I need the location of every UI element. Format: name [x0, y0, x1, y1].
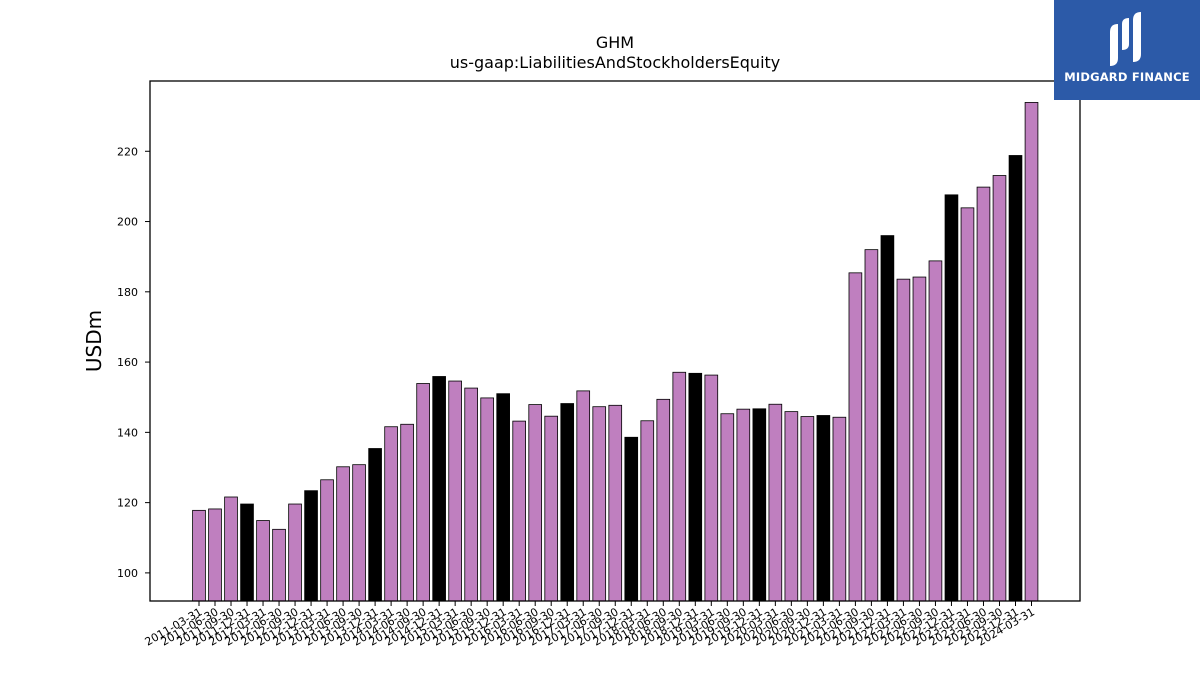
y-tick-label: 140 — [117, 426, 138, 439]
bar-2021-03-31 — [832, 416, 847, 602]
bars-group — [192, 102, 1039, 602]
bar-2018-09-30 — [672, 371, 687, 602]
bar-2011-03-31 — [192, 509, 206, 602]
bar-2015-03-31 — [448, 380, 462, 602]
bar-2022-06-30 — [912, 276, 927, 602]
midgard-logo-icon — [1110, 12, 1141, 66]
bar-2023-03-31 — [960, 207, 975, 602]
bar-2013-03-31 — [320, 479, 334, 602]
bar-2012-03-31 — [256, 520, 270, 602]
bar-2017-09-30 — [608, 404, 623, 602]
bar-2014-03-31 — [384, 426, 398, 602]
bar-2022-09-30 — [928, 260, 943, 602]
bar-2022-12-31 — [944, 194, 959, 602]
y-axis-label: USDm — [82, 310, 106, 372]
bar-2019-06-30 — [720, 413, 735, 602]
bar-2013-06-30 — [336, 466, 350, 602]
bar-2011-12-31 — [240, 503, 254, 602]
bar-2023-12-31 — [1008, 155, 1023, 602]
bar-2013-09-30 — [352, 464, 366, 602]
y-tick-label: 200 — [117, 216, 138, 229]
bar-2014-09-30 — [416, 383, 430, 602]
bar-2012-12-31 — [304, 490, 318, 602]
plot-frame — [149, 80, 1081, 602]
y-tick-label: 160 — [117, 356, 138, 369]
bar-2023-06-30 — [976, 186, 991, 602]
y-tick-label: 220 — [117, 145, 138, 158]
bar-2018-03-31 — [640, 420, 655, 602]
bar-2016-06-30 — [528, 404, 543, 602]
bar-2011-09-30 — [224, 496, 238, 602]
x-axis: 2011-03-312011-06-302011-09-302011-12-31… — [143, 601, 1037, 649]
y-tick-label: 100 — [117, 567, 138, 580]
bar-2021-09-30 — [864, 249, 879, 602]
bar-2017-06-30 — [592, 406, 607, 602]
bar-2019-09-30 — [736, 408, 751, 602]
bar-2018-06-30 — [656, 398, 671, 602]
chart-subtitle: us-gaap:LiabilitiesAndStockholdersEquity — [450, 53, 781, 72]
bar-2017-12-31 — [624, 436, 639, 602]
bar-2022-03-31 — [896, 278, 911, 602]
bar-2012-06-30 — [272, 528, 286, 602]
y-tick-label: 180 — [117, 286, 138, 299]
bar-2021-12-31 — [880, 235, 895, 602]
bar-2015-09-30 — [480, 397, 494, 602]
bar-2016-09-30 — [544, 415, 559, 602]
bar-2014-06-30 — [400, 423, 414, 602]
bar-2020-03-31 — [768, 403, 783, 602]
bar-2014-12-31 — [432, 376, 446, 602]
bar-2023-09-30 — [992, 175, 1007, 602]
chart-title: GHM — [596, 33, 634, 52]
bar-2016-12-31 — [560, 403, 575, 602]
bar-2020-06-30 — [784, 411, 799, 602]
bar-2012-09-30 — [288, 503, 302, 602]
bar-2020-12-31 — [816, 415, 831, 602]
bar-2017-03-31 — [576, 390, 591, 602]
logo-text: MIDGARD FINANCE — [1064, 70, 1190, 84]
bar-2016-03-31 — [512, 420, 526, 602]
bar-2013-12-31 — [368, 448, 382, 602]
bar-2024-03-31 — [1024, 102, 1039, 602]
y-tick-label: 120 — [117, 497, 138, 510]
bar-2019-03-31 — [704, 374, 719, 602]
y-axis: 100 120 140 160 180 200 220 — [117, 145, 150, 580]
midgard-finance-logo: MIDGARD FINANCE — [1054, 0, 1200, 100]
bar-2021-06-30 — [848, 272, 863, 602]
bar-2011-06-30 — [208, 508, 222, 602]
bar-2019-12-31 — [752, 408, 767, 602]
bar-2015-06-30 — [464, 387, 478, 602]
bar-2020-09-30 — [800, 416, 815, 602]
bar-2018-12-31 — [688, 372, 703, 602]
bar-2015-12-31 — [496, 393, 510, 602]
